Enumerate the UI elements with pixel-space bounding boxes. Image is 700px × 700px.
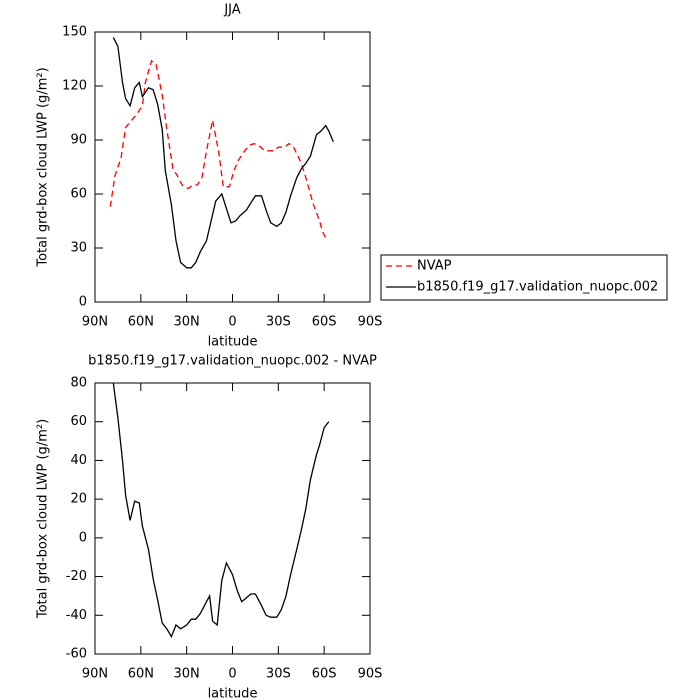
x-tick-label: 90N xyxy=(82,315,108,330)
series-line xyxy=(112,382,330,639)
x-tick-label: 60S xyxy=(312,667,337,682)
y-tick-label: 40 xyxy=(70,453,87,468)
x-axis-label: latitude xyxy=(208,335,258,350)
x-tick-label: 30N xyxy=(174,667,200,682)
legend-label: NVAP xyxy=(417,259,452,274)
x-tick-label: 30S xyxy=(266,667,291,682)
x-tick-label: 0 xyxy=(228,315,236,330)
y-tick-label: -20 xyxy=(66,569,87,584)
x-tick-label: 30S xyxy=(266,315,291,330)
x-tick-label: 90S xyxy=(358,667,383,682)
plot-frame xyxy=(94,382,371,655)
chart-title: b1850.f19_g17.validation_nuopc.002 - NVA… xyxy=(88,354,377,369)
y-tick-label: 60 xyxy=(70,414,87,429)
x-tick-label: 60N xyxy=(128,315,154,330)
y-tick-label: 150 xyxy=(62,25,87,40)
chart-title: JJA xyxy=(223,3,240,18)
y-tick-label: 20 xyxy=(70,492,87,507)
x-tick-label: 90N xyxy=(82,667,108,682)
x-axis-label: latitude xyxy=(208,687,258,700)
y-axis-label: Total grd-box cloud LWP (g/m²) xyxy=(36,67,51,267)
x-tick-label: 0 xyxy=(228,667,236,682)
y-tick-label: 80 xyxy=(70,376,87,391)
x-tick-label: 90S xyxy=(358,315,383,330)
legend-box xyxy=(380,254,668,301)
series-line xyxy=(112,37,334,269)
y-axis-label: Total grd-box cloud LWP (g/m²) xyxy=(36,419,51,619)
x-tick-label: 60S xyxy=(312,315,337,330)
y-tick-label: 120 xyxy=(62,79,87,94)
series-line xyxy=(109,59,328,242)
y-tick-label: 60 xyxy=(70,187,87,202)
x-tick-label: 30N xyxy=(174,315,200,330)
plot-frame xyxy=(94,31,371,303)
y-tick-label: -60 xyxy=(66,647,87,662)
x-tick-label: 60N xyxy=(128,667,154,682)
legend-label: b1850.f19_g17.validation_nuopc.002 xyxy=(417,280,658,295)
y-tick-label: -40 xyxy=(66,608,87,623)
y-tick-label: 0 xyxy=(79,530,87,545)
y-tick-label: 0 xyxy=(79,295,87,310)
y-tick-label: 90 xyxy=(70,133,87,148)
y-tick-label: 30 xyxy=(70,241,87,256)
